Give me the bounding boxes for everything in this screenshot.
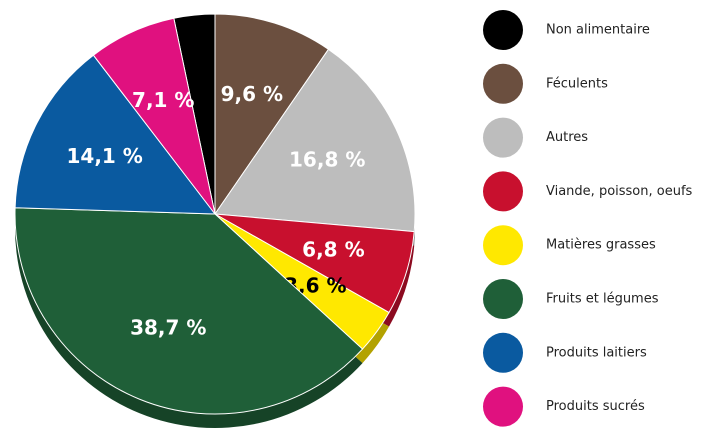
legend-label: Féculents	[546, 76, 608, 91]
pie-slice	[214, 13, 330, 216]
legend-swatch	[483, 10, 523, 50]
value-label: 6,8 %	[302, 237, 364, 261]
pie-slice	[14, 54, 217, 215]
value-label: 38,7 %	[130, 315, 206, 339]
value-label: 16,8 %	[289, 148, 365, 172]
pie-slice	[92, 17, 216, 215]
value-label: 14,1 %	[67, 144, 143, 168]
legend-label: Produits sucrés	[546, 399, 645, 414]
legend-label: Fruits et légumes	[546, 292, 659, 307]
pie-slice	[14, 207, 364, 415]
legend-swatch	[483, 279, 523, 319]
pie-slice	[214, 48, 416, 233]
legend-swatch	[483, 225, 523, 266]
legend-label: Non alimentaire	[546, 23, 650, 38]
legend-swatch	[483, 63, 523, 104]
legend-swatch	[483, 171, 523, 212]
legend-label: Viande, poisson, oeufs	[546, 184, 693, 199]
legend-label: Produits laitiers	[546, 345, 647, 360]
legend-label: Autres	[546, 130, 588, 145]
value-label: 7,1 %	[132, 88, 194, 112]
legend-swatch	[483, 117, 523, 158]
legend-label: Matières grasses	[546, 238, 656, 253]
value-label: 9,6 %	[221, 82, 283, 106]
legend-swatch	[483, 332, 523, 373]
legend-swatch	[483, 386, 523, 427]
